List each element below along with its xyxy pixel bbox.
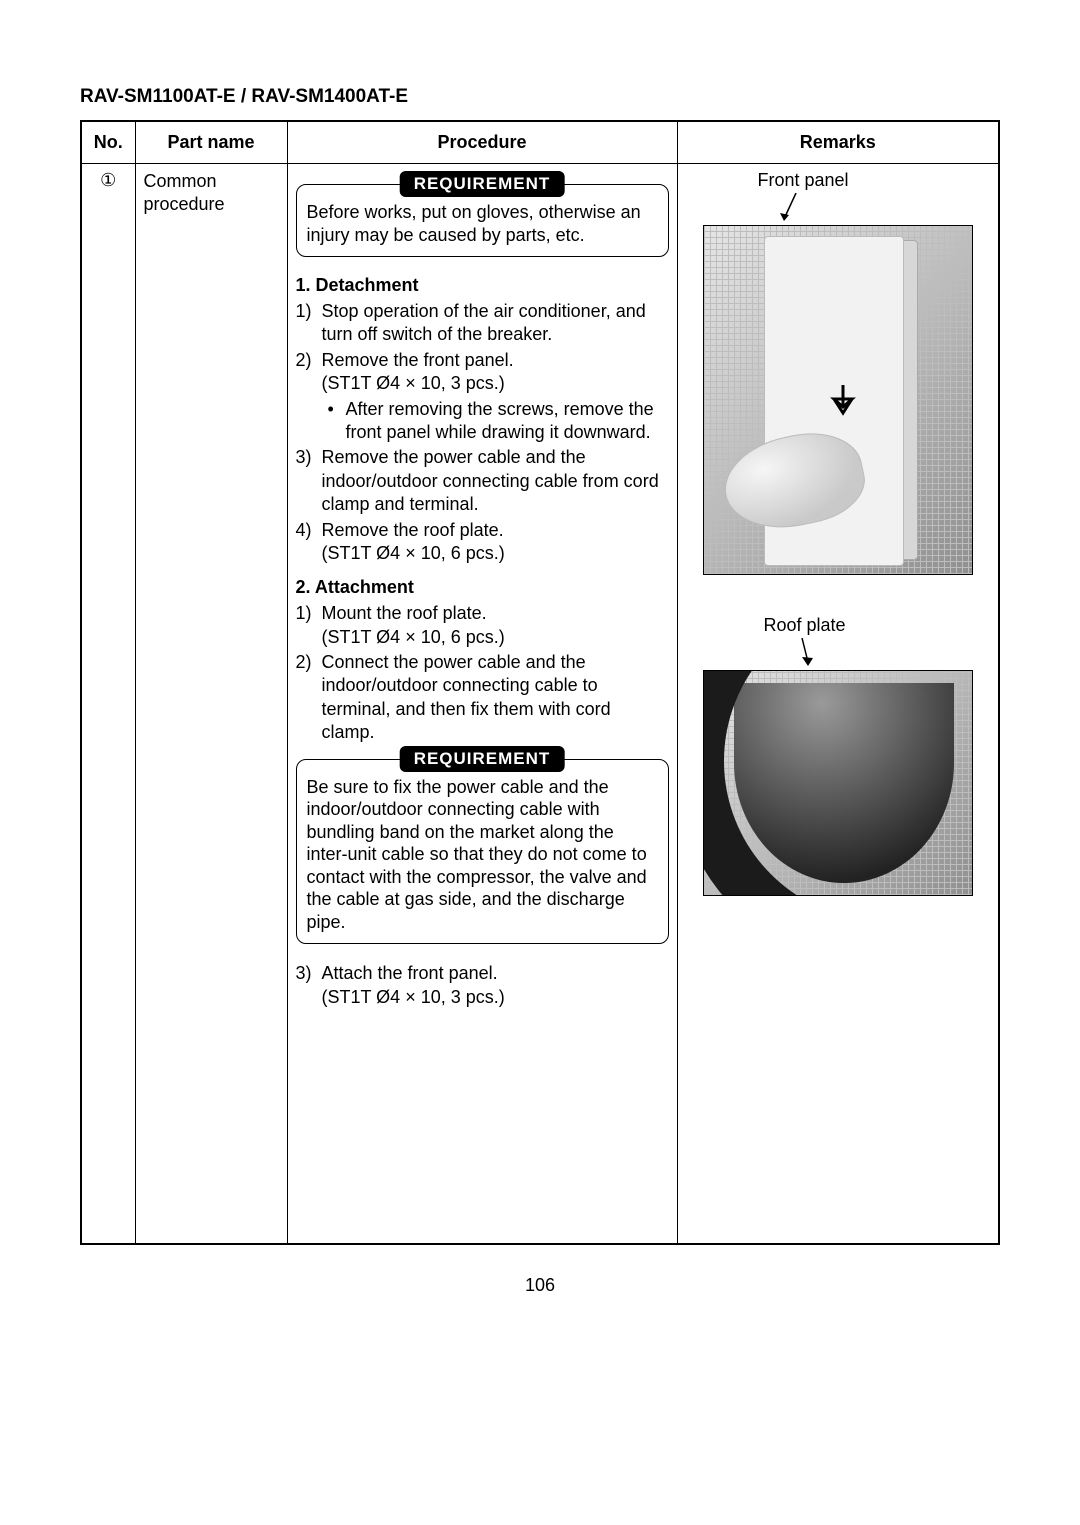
- roof-plate-label: Roof plate: [764, 615, 991, 636]
- arrow-down-icon: [826, 381, 860, 419]
- list-marker: 1): [296, 602, 322, 625]
- col-part: Part name: [135, 121, 287, 164]
- attachment-title: 2. Attachment: [296, 577, 669, 598]
- detach-item-2-bullet: • After removing the screws, remove the …: [322, 398, 669, 445]
- attach-item-2: 2) Connect the power cable and the indoo…: [296, 651, 669, 745]
- list-text-main: Mount the roof plate.: [322, 603, 487, 623]
- cell-no: ①: [81, 164, 135, 1244]
- col-no: No.: [81, 121, 135, 164]
- list-text: Connect the power cable and the indoor/o…: [322, 651, 669, 745]
- list-text-main: Remove the front panel.: [322, 350, 514, 370]
- table-header-row: No. Part name Procedure Remarks: [81, 121, 999, 164]
- list-text-main: Remove the roof plate.: [322, 520, 504, 540]
- requirement-label-2: REQUIREMENT: [400, 746, 565, 772]
- front-panel-leader: [686, 193, 991, 221]
- remarks-roof-plate: Roof plate: [686, 615, 991, 896]
- list-text: Stop operation of the air conditioner, a…: [322, 300, 669, 347]
- attachment-list-2: 3) Attach the front panel. (ST1T Ø4 × 10…: [296, 962, 669, 1009]
- list-marker: 1): [296, 300, 322, 323]
- attach-item-1: 1) Mount the roof plate. (ST1T Ø4 × 10, …: [296, 602, 669, 649]
- list-text: Remove the front panel. (ST1T Ø4 × 10, 3…: [322, 349, 669, 445]
- requirement-text-1: Before works, put on gloves, otherwise a…: [307, 201, 658, 246]
- list-text-main: Attach the front panel.: [322, 963, 498, 983]
- detach-item-3: 3) Remove the power cable and the indoor…: [296, 446, 669, 516]
- front-panel-image: [703, 225, 973, 575]
- remarks-front-panel: Front panel: [686, 170, 991, 575]
- list-text-sub: (ST1T Ø4 × 10, 6 pcs.): [322, 543, 505, 563]
- page-number: 106: [80, 1275, 1000, 1296]
- cell-procedure: REQUIREMENT Before works, put on gloves,…: [287, 164, 677, 1244]
- roof-plate-leader: [686, 638, 991, 666]
- table-row: ① Common procedure REQUIREMENT Before wo…: [81, 164, 999, 1244]
- model-heading: RAV-SM1100AT-E / RAV-SM1400AT-E: [80, 86, 1000, 108]
- list-marker: 2): [296, 349, 322, 372]
- list-text-sub: (ST1T Ø4 × 10, 3 pcs.): [322, 373, 505, 393]
- list-text: Attach the front panel. (ST1T Ø4 × 10, 3…: [322, 962, 669, 1009]
- requirement-text-2: Be sure to fix the power cable and the i…: [307, 776, 658, 934]
- col-procedure: Procedure: [287, 121, 677, 164]
- list-marker: 2): [296, 651, 322, 674]
- detachment-list: 1) Stop operation of the air conditioner…: [296, 300, 669, 565]
- page: RAV-SM1100AT-E / RAV-SM1400AT-E No. Part…: [0, 0, 1080, 1346]
- list-text-sub: (ST1T Ø4 × 10, 3 pcs.): [322, 987, 505, 1007]
- list-text-sub: (ST1T Ø4 × 10, 6 pcs.): [322, 627, 505, 647]
- cell-remarks: Front panel: [677, 164, 999, 1244]
- procedure-table: No. Part name Procedure Remarks ① Common…: [80, 120, 1000, 1245]
- detachment-title: 1. Detachment: [296, 275, 669, 296]
- bullet-text: After removing the screws, remove the fr…: [346, 398, 669, 445]
- front-panel-label: Front panel: [758, 170, 991, 191]
- col-remarks: Remarks: [677, 121, 999, 164]
- cell-part: Common procedure: [135, 164, 287, 1244]
- list-marker: 3): [296, 446, 322, 469]
- part-line1: Common: [144, 171, 217, 191]
- list-text: Remove the roof plate. (ST1T Ø4 × 10, 6 …: [322, 519, 669, 566]
- list-marker: 4): [296, 519, 322, 542]
- list-marker: 3): [296, 962, 322, 985]
- detach-item-2: 2) Remove the front panel. (ST1T Ø4 × 10…: [296, 349, 669, 445]
- list-text: Remove the power cable and the indoor/ou…: [322, 446, 669, 516]
- attachment-list: 1) Mount the roof plate. (ST1T Ø4 × 10, …: [296, 602, 669, 744]
- requirement-box-2: REQUIREMENT Be sure to fix the power cab…: [296, 759, 669, 945]
- part-line2: procedure: [144, 194, 225, 214]
- roof-plate-image: [703, 670, 973, 896]
- detach-item-1: 1) Stop operation of the air conditioner…: [296, 300, 669, 347]
- bullet-dot: •: [328, 398, 346, 421]
- list-text: Mount the roof plate. (ST1T Ø4 × 10, 6 p…: [322, 602, 669, 649]
- requirement-box-1: REQUIREMENT Before works, put on gloves,…: [296, 184, 669, 257]
- attach-item-3: 3) Attach the front panel. (ST1T Ø4 × 10…: [296, 962, 669, 1009]
- detach-item-4: 4) Remove the roof plate. (ST1T Ø4 × 10,…: [296, 519, 669, 566]
- requirement-label-1: REQUIREMENT: [400, 171, 565, 197]
